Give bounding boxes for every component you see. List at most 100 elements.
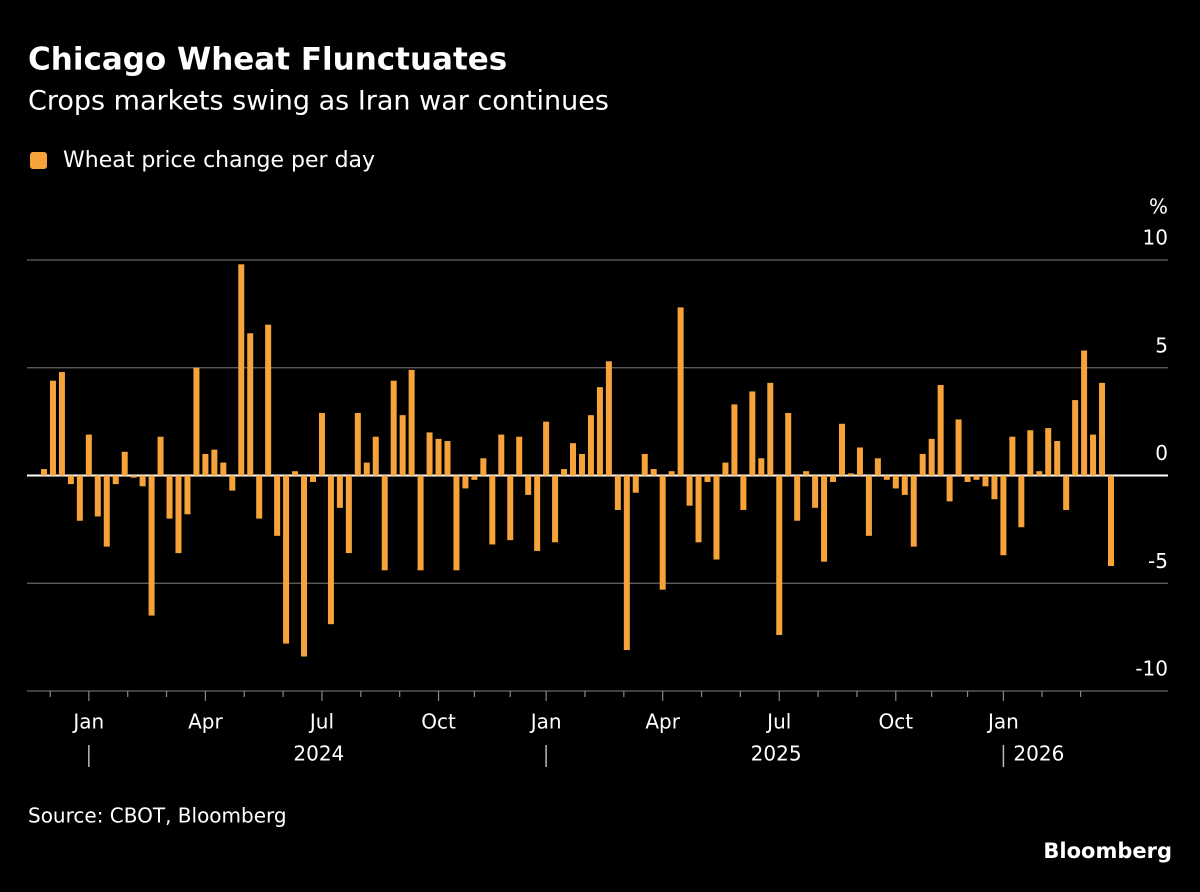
year-label: 2025 [751, 742, 802, 766]
bar [471, 475, 478, 480]
bar [731, 404, 738, 476]
bar [202, 453, 209, 476]
bar [928, 438, 935, 476]
bar [839, 423, 846, 476]
bar [982, 475, 989, 487]
bar [650, 469, 657, 476]
bar [193, 367, 200, 476]
bar [534, 475, 541, 551]
bar [758, 458, 765, 476]
bar [937, 384, 944, 476]
bar [865, 475, 872, 536]
bar [946, 475, 953, 502]
bar [767, 382, 774, 476]
bar [480, 458, 487, 476]
bar [229, 475, 236, 491]
bar [67, 475, 74, 485]
x-tick-label: Apr [188, 710, 223, 734]
bar [821, 475, 828, 562]
x-tick-label: Jul [308, 710, 334, 734]
bar [543, 421, 550, 476]
bar [354, 413, 361, 476]
bar [130, 475, 137, 478]
bar [390, 380, 397, 476]
bar [910, 475, 917, 547]
bar [462, 475, 469, 489]
bar [623, 475, 630, 651]
bar [121, 451, 128, 476]
bar [1027, 430, 1034, 476]
bar [507, 475, 514, 541]
bar [265, 324, 272, 476]
bar [175, 475, 182, 554]
bar [587, 415, 594, 476]
bar [283, 475, 290, 644]
bar [1081, 350, 1088, 476]
source: Source: CBOT, Bloomberg [28, 804, 287, 828]
bar [1018, 475, 1025, 528]
bar [292, 471, 299, 476]
bar [686, 475, 693, 506]
bar [444, 441, 451, 476]
bar [1108, 475, 1114, 567]
bar [964, 475, 971, 482]
x-tick-label: Apr [645, 710, 680, 734]
bar [1045, 428, 1052, 476]
bar [1009, 436, 1016, 476]
bar [336, 475, 343, 508]
y-tick-label: 0 [1155, 441, 1168, 465]
y-unit: % [1149, 195, 1168, 219]
bar [327, 475, 334, 625]
bar [41, 469, 47, 476]
bar [830, 475, 837, 482]
bar [668, 471, 675, 476]
bar [740, 475, 747, 510]
bar [489, 475, 496, 545]
y-tick-label: -10 [1135, 657, 1168, 681]
bar [157, 436, 164, 476]
bar [1090, 434, 1097, 476]
bar [659, 475, 666, 590]
bar [955, 419, 962, 476]
bar [552, 475, 559, 543]
bar [309, 475, 316, 482]
bar [812, 475, 819, 508]
x-tick-label: Jan [986, 710, 1019, 734]
bar [184, 475, 191, 515]
bar [435, 438, 442, 476]
bar [1072, 400, 1079, 476]
chart-title: Chicago Wheat Flunctuates [28, 42, 507, 78]
bar [525, 475, 532, 495]
bar [883, 475, 890, 480]
bar [561, 469, 568, 476]
bar [641, 453, 648, 476]
x-tick-label: Oct [421, 710, 456, 734]
bar [85, 434, 92, 476]
legend-label: Wheat price change per day [63, 148, 375, 173]
bar [1054, 441, 1061, 476]
bar [713, 475, 720, 560]
bar [901, 475, 908, 495]
bar [408, 369, 415, 476]
bar [211, 449, 218, 476]
bar [238, 264, 245, 476]
bar [776, 475, 783, 635]
bar [112, 475, 119, 485]
bar [892, 475, 899, 489]
bar [847, 473, 854, 476]
bar [614, 475, 621, 510]
bar [103, 475, 110, 547]
bar [722, 462, 729, 476]
y-tick-label: 5 [1155, 333, 1168, 357]
x-tick-label: Jan [529, 710, 562, 734]
bar [704, 475, 711, 482]
bar [498, 434, 505, 476]
bar [605, 361, 612, 476]
bar [417, 475, 424, 571]
bar [578, 453, 585, 476]
bar [139, 475, 146, 487]
bar [318, 413, 325, 476]
year-label: 2024 [293, 742, 344, 766]
bar [794, 475, 801, 521]
